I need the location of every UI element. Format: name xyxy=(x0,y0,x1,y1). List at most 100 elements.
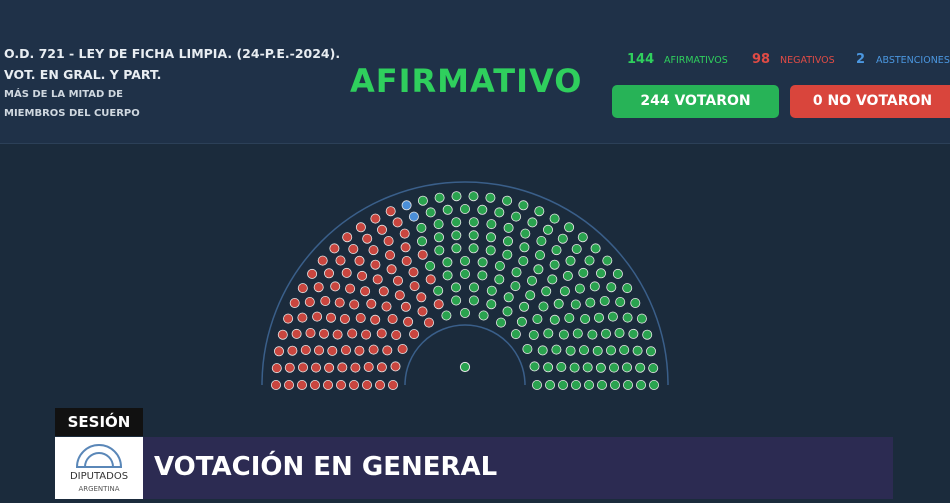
seat xyxy=(348,379,359,390)
seat xyxy=(322,379,333,390)
seat xyxy=(376,328,387,339)
session-tag: SESIÓN xyxy=(55,408,143,436)
seat xyxy=(374,379,385,390)
seat xyxy=(553,298,564,309)
seat xyxy=(477,257,488,268)
seat xyxy=(532,313,543,324)
seat xyxy=(599,295,610,306)
seat xyxy=(387,379,398,390)
seat xyxy=(297,283,308,294)
seat xyxy=(434,245,445,256)
seat xyxy=(313,282,324,293)
header-line: VOT. EN GRAL. Y PART. xyxy=(4,67,162,82)
seat xyxy=(528,329,539,340)
seat xyxy=(532,379,543,390)
seat xyxy=(307,268,318,279)
seat xyxy=(527,217,538,228)
seat xyxy=(442,270,453,281)
seat xyxy=(416,236,427,247)
seat xyxy=(635,362,646,373)
seat xyxy=(335,379,346,390)
seat xyxy=(571,379,582,390)
seat xyxy=(622,312,633,323)
seat xyxy=(442,257,453,268)
seat xyxy=(273,346,284,357)
seat xyxy=(291,328,302,339)
seat xyxy=(619,344,630,355)
seat xyxy=(503,222,514,233)
seat xyxy=(503,292,514,303)
seat xyxy=(327,345,338,356)
seat xyxy=(636,379,647,390)
seat xyxy=(537,345,548,356)
seat xyxy=(451,230,462,241)
voted-button[interactable]: 244 VOTARON xyxy=(612,85,779,118)
logo: DIPUTADOS ARGENTINA xyxy=(55,437,143,499)
seat xyxy=(612,268,623,279)
seat xyxy=(494,207,505,218)
seat xyxy=(330,281,341,292)
seat xyxy=(345,283,356,294)
seat xyxy=(564,312,575,323)
seat xyxy=(417,306,428,317)
seat xyxy=(468,243,479,254)
seat xyxy=(522,343,533,354)
seat xyxy=(317,255,328,266)
seat xyxy=(409,329,420,340)
seat xyxy=(510,329,521,340)
seat xyxy=(370,213,381,224)
title-bar xyxy=(143,437,893,499)
seat xyxy=(309,379,320,390)
seat xyxy=(459,256,470,267)
seat xyxy=(451,191,462,202)
tally-label: NEGATIVOS xyxy=(780,55,835,66)
seat xyxy=(425,207,436,218)
seat xyxy=(401,200,412,211)
seat xyxy=(283,313,294,324)
seat xyxy=(610,379,621,390)
seat xyxy=(451,295,462,306)
seat xyxy=(400,301,411,312)
seat xyxy=(534,206,545,217)
seat xyxy=(584,379,595,390)
seat xyxy=(477,270,488,281)
seat xyxy=(385,206,396,217)
seat xyxy=(417,195,428,206)
seat xyxy=(459,307,470,318)
seat xyxy=(580,313,591,324)
seat xyxy=(368,245,379,256)
seat xyxy=(378,286,389,297)
tally-count: 144 xyxy=(627,52,655,67)
seat xyxy=(297,312,308,323)
seat xyxy=(571,244,582,255)
seat xyxy=(386,264,397,275)
seat xyxy=(361,379,372,390)
seat xyxy=(594,312,605,323)
seat xyxy=(595,362,606,373)
seat xyxy=(468,191,479,202)
seat xyxy=(502,195,513,206)
seat xyxy=(390,361,401,372)
seat xyxy=(545,379,556,390)
not-voted-button[interactable]: 0 NO VOTARON xyxy=(790,85,950,118)
seat xyxy=(494,274,505,285)
seat xyxy=(502,306,513,317)
seat xyxy=(478,310,489,321)
seat xyxy=(520,228,531,239)
seat xyxy=(511,267,522,278)
seat xyxy=(384,250,395,261)
seat xyxy=(349,299,360,310)
seat xyxy=(370,259,381,270)
seat xyxy=(310,362,321,373)
seat xyxy=(355,222,366,233)
logo-icon xyxy=(75,444,123,468)
seat xyxy=(602,255,613,266)
seat xyxy=(622,283,633,294)
seat xyxy=(270,379,281,390)
seat xyxy=(516,316,527,327)
seat xyxy=(305,327,316,338)
seat xyxy=(459,269,470,280)
seat xyxy=(587,329,598,340)
seat xyxy=(372,274,383,285)
